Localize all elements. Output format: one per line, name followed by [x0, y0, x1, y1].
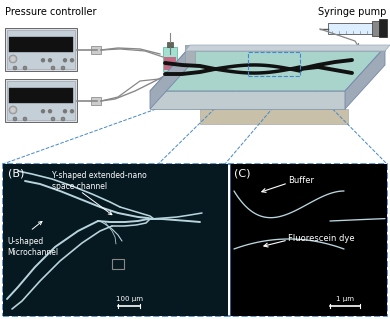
Bar — [163, 47, 177, 71]
Circle shape — [51, 117, 55, 121]
Circle shape — [71, 110, 73, 113]
Bar — [3, 164, 228, 316]
Bar — [5, 28, 77, 71]
Circle shape — [61, 117, 65, 121]
Text: (B): (B) — [8, 169, 24, 179]
Bar — [9, 37, 73, 52]
Bar — [164, 57, 176, 70]
Circle shape — [9, 106, 17, 114]
Circle shape — [51, 66, 55, 70]
Bar — [351, 68, 365, 82]
Circle shape — [11, 108, 15, 112]
Circle shape — [61, 66, 65, 70]
Bar — [182, 59, 188, 64]
Circle shape — [23, 66, 27, 70]
Bar — [5, 79, 77, 122]
Bar — [91, 46, 101, 54]
Circle shape — [64, 59, 67, 62]
Text: 100 μm: 100 μm — [115, 296, 142, 302]
Text: (C): (C) — [234, 169, 250, 179]
Bar — [355, 52, 361, 57]
Bar — [350, 57, 366, 83]
Polygon shape — [150, 47, 385, 91]
Circle shape — [13, 117, 17, 121]
Circle shape — [11, 57, 15, 61]
Bar — [179, 64, 191, 84]
Bar — [9, 88, 73, 103]
Bar — [3, 164, 387, 316]
Polygon shape — [150, 47, 190, 109]
Polygon shape — [150, 91, 345, 109]
Text: Y-shaped extended-nano
space channel: Y-shaped extended-nano space channel — [52, 171, 147, 191]
Bar — [7, 30, 75, 69]
Circle shape — [13, 66, 17, 70]
Bar — [112, 259, 124, 269]
Polygon shape — [185, 45, 390, 51]
Bar — [7, 81, 75, 120]
Circle shape — [64, 110, 67, 113]
Text: Buffer: Buffer — [288, 176, 314, 185]
Bar — [200, 109, 348, 124]
Polygon shape — [185, 45, 195, 65]
Text: Fluorescein dye: Fluorescein dye — [288, 234, 355, 243]
Bar — [180, 72, 190, 83]
Circle shape — [23, 117, 27, 121]
Bar — [372, 21, 379, 36]
Circle shape — [71, 59, 73, 62]
Circle shape — [9, 55, 17, 63]
Bar — [167, 42, 173, 47]
Circle shape — [41, 110, 44, 113]
Text: Syringe pump: Syringe pump — [318, 7, 386, 17]
Circle shape — [41, 59, 44, 62]
Text: U-shaped
Microchannel: U-shaped Microchannel — [7, 237, 58, 257]
Polygon shape — [345, 47, 385, 109]
Circle shape — [48, 110, 51, 113]
Bar — [379, 19, 387, 37]
Bar — [328, 23, 380, 34]
Text: 1 μm: 1 μm — [336, 296, 354, 302]
Bar — [248, 52, 300, 76]
Polygon shape — [185, 45, 385, 51]
Bar — [91, 97, 101, 105]
Bar — [230, 164, 387, 316]
Text: Pressure controller: Pressure controller — [5, 7, 96, 17]
Circle shape — [48, 59, 51, 62]
